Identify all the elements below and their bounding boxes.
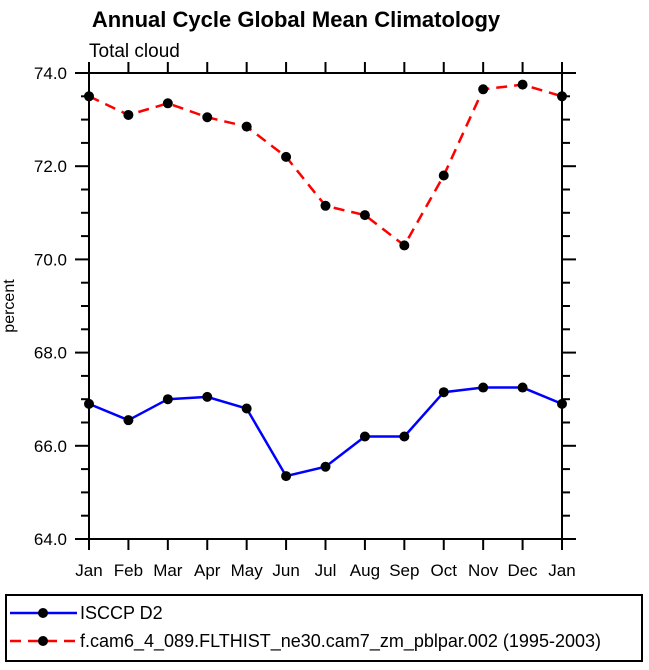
data-point <box>320 200 331 211</box>
x-tick-label: May <box>231 561 264 580</box>
legend-box <box>5 594 643 662</box>
legend-marker-obs <box>38 608 48 618</box>
data-point <box>162 98 173 109</box>
legend-marker-model <box>38 636 48 646</box>
data-point <box>241 121 252 132</box>
plot-area: Jan Feb Mar Apr May Jun Jul Aug Sep Oct Nov Dec Jan 6… <box>34 62 576 580</box>
data-point <box>281 471 292 482</box>
legend: ISCCP D2 f.cam6_4_089.FLTHIST_ne30.cam7_… <box>5 594 643 662</box>
x-tick-label: Aug <box>350 561 380 580</box>
data-point <box>320 461 331 472</box>
data-point <box>478 84 489 95</box>
x-tick-label: Sep <box>389 561 419 580</box>
data-point <box>202 112 213 123</box>
chart-subtitle: Total cloud <box>89 41 180 62</box>
legend-entry-obs: ISCCP D2 <box>10 603 163 623</box>
data-point <box>359 210 370 221</box>
data-point <box>123 415 134 426</box>
data-point <box>557 398 567 409</box>
data-point <box>478 382 489 393</box>
data-point <box>438 170 449 181</box>
x-tick-label: Oct <box>431 561 458 580</box>
y-tick-label: 70.0 <box>34 250 67 269</box>
chart-title: Annual Cycle Global Mean Climatology <box>92 7 501 32</box>
data-point <box>202 391 213 402</box>
data-point <box>123 109 134 120</box>
legend-label-obs: ISCCP D2 <box>80 603 163 623</box>
data-point <box>399 240 410 251</box>
x-tick-label: Jun <box>272 561 299 580</box>
data-point <box>84 91 94 102</box>
data-point <box>241 403 252 414</box>
data-point <box>517 79 528 90</box>
data-point <box>84 398 94 409</box>
data-point <box>517 382 528 393</box>
x-tick-label: Nov <box>468 561 499 580</box>
y-tick-label: 74.0 <box>34 64 67 83</box>
x-tick-label: Feb <box>114 561 143 580</box>
x-tick-label: Dec <box>507 561 538 580</box>
data-point <box>399 431 410 442</box>
y-tick-label: 66.0 <box>34 437 67 456</box>
x-tick-label: Jan <box>75 561 102 580</box>
y-tick-label: 64.0 <box>34 530 67 549</box>
series-line-dashed <box>88 83 563 248</box>
data-point <box>438 387 449 398</box>
y-axis-label: percent <box>1 279 18 333</box>
y-tick-label: 72.0 <box>34 157 67 176</box>
legend-entry-model: f.cam6_4_089.FLTHIST_ne30.cam7_zm_pblpar… <box>10 631 601 652</box>
data-point <box>162 394 173 405</box>
data-point <box>359 431 370 442</box>
x-tick-label: Apr <box>194 561 221 580</box>
data-point <box>557 91 567 102</box>
legend-label-model: f.cam6_4_089.FLTHIST_ne30.cam7_zm_pblpar… <box>80 631 601 652</box>
data-point <box>281 151 292 162</box>
x-tick-label: Mar <box>153 561 183 580</box>
y-tick-label: 68.0 <box>34 344 67 363</box>
x-tick-label: Jul <box>315 561 337 580</box>
x-tick-label: Jan <box>548 561 575 580</box>
